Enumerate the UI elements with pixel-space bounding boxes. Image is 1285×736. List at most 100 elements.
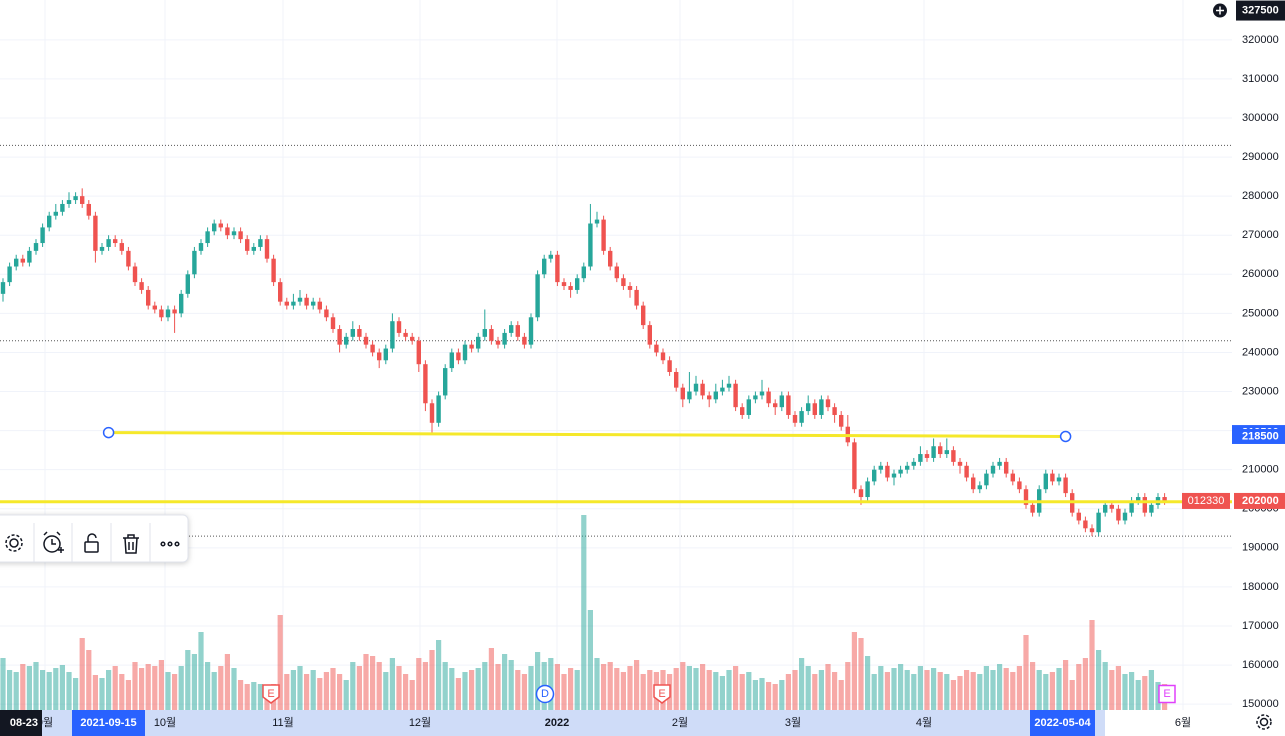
volume-bar [409,680,415,710]
volume-bar [1063,660,1069,710]
volume-bar [1030,662,1036,710]
volume-bar [700,664,706,710]
candle-body [1083,520,1088,529]
x-highlight-label: 2021-09-15 [80,717,136,729]
delete-button[interactable] [123,534,139,554]
candle-body [152,305,157,310]
last-price-box [1234,492,1285,509]
candle-body [231,231,237,236]
candle-body [159,309,164,318]
volume-bar [726,670,732,710]
volume-bar [898,664,904,710]
volume-bar [337,674,343,710]
event-marker[interactable]: E [653,684,671,704]
volume-bar [383,672,389,710]
candle-body [568,286,573,290]
x-highlight-box [1030,710,1095,736]
candle-body [297,297,303,302]
event-marker[interactable]: E [1158,684,1176,704]
volume-bar [1115,666,1121,710]
y-tick-label: 180000 [1242,581,1279,593]
candle-body [198,243,204,251]
volume-bar [119,674,125,710]
candle-body [931,446,936,458]
candle-body [165,309,171,318]
candle-body [1103,504,1108,513]
candle-body [575,278,580,290]
volume-bar [515,670,521,710]
toolbar-panel [0,514,189,563]
add-alert-button[interactable] [1213,3,1227,18]
volume-bar [26,666,32,710]
candle-body [119,243,124,251]
candle-body [1050,473,1055,482]
x-highlight-box [0,710,42,736]
candle-body [1162,497,1167,501]
candle-body [410,336,415,341]
candle-body [614,266,619,279]
candle-body [205,231,210,244]
volume-bar [1016,666,1022,710]
candle-body [469,344,474,349]
volume-bar [403,674,409,710]
volume-bar [970,672,976,710]
candle-body [1076,512,1081,521]
volume-bar [812,674,818,710]
volume-bar [964,670,970,710]
candle-body [964,465,969,478]
volume-bar [587,610,593,710]
candle-body [423,364,428,404]
candle-body [172,309,177,314]
candle-body [146,289,151,306]
candle-body [363,336,369,345]
candle-body [7,266,12,283]
volume-bar [1102,662,1108,710]
candle-body [746,399,751,415]
event-marker[interactable]: D [535,684,555,704]
candle-body [878,465,883,470]
candle-body [344,336,349,345]
event-label: E [267,688,274,700]
candle-body [984,473,989,486]
volume-bar [13,672,19,710]
volume-bar [535,652,541,710]
candle-body [997,461,1002,466]
y-tick-label: 210000 [1242,464,1279,476]
last-price-label: 202000 [1242,495,1279,507]
volume-bar [376,662,382,710]
event-label: E [1163,688,1170,700]
candle-body [825,399,831,408]
candle-body [786,395,791,415]
volume-bar [911,674,917,710]
volume-bar [693,668,699,710]
volume-bar [356,666,362,710]
lock-button[interactable] [84,533,99,553]
volume-bar [818,670,824,710]
candle-body [707,395,712,400]
candle-body [291,301,296,306]
candle-body [660,352,666,361]
volume-bar [719,676,725,710]
alert-button[interactable] [43,531,64,553]
candle-body [66,200,72,204]
candle-body [304,297,309,306]
candle-body [106,239,111,247]
volume-bar [904,670,910,710]
volume-bar [290,670,296,710]
volume-bar [284,674,290,710]
candle-body [1129,500,1134,513]
chart-settings-button[interactable] [1256,714,1272,730]
event-badge [1158,684,1176,704]
volume-bar [185,650,191,710]
settings-button[interactable] [5,534,23,552]
volume-bar [449,668,455,710]
volume-bar [614,668,620,710]
candle-body [185,274,190,294]
volume-bar [211,672,217,710]
volume-bar [1096,650,1102,710]
event-badge [535,684,555,704]
candle-body [581,266,586,279]
volume-bar [548,658,554,710]
more-button[interactable] [160,541,180,547]
event-marker[interactable]: E [262,684,280,704]
